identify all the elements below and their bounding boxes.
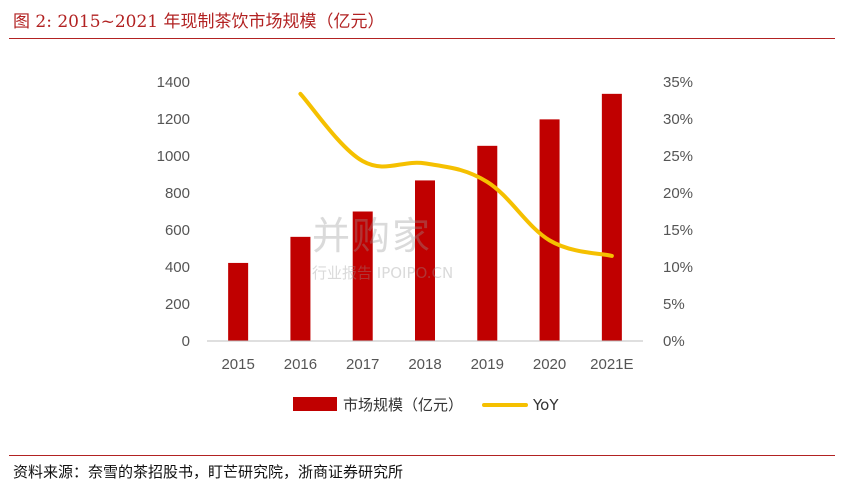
left-tick-label: 200: [165, 296, 190, 313]
left-tick-label: 600: [165, 222, 190, 239]
yoy-line-series: [298, 91, 614, 258]
left-tick-label: 1200: [157, 111, 190, 128]
x-tick-label: 2018: [408, 356, 441, 373]
right-tick-label: 10%: [663, 259, 693, 276]
bar-2016: [290, 236, 311, 341]
bar-2018: [415, 180, 435, 341]
x-tick-label: 2016: [284, 356, 317, 373]
legend-swatch-bar: [293, 397, 337, 411]
left-tick-label: 1000: [157, 148, 190, 165]
right-tick-label: 30%: [663, 111, 693, 128]
title-divider: [9, 38, 835, 39]
right-tick-label: 15%: [663, 222, 693, 239]
left-axis-ticks: 0 200 400 600 800 1000 1200 1400: [157, 74, 190, 350]
left-tick-label: 0: [182, 333, 190, 350]
yoy-line: [298, 91, 614, 258]
bar-2017: [352, 211, 373, 341]
bar-series: [228, 93, 622, 342]
right-tick-label: 0%: [663, 333, 685, 350]
left-tick-label: 800: [165, 185, 190, 202]
bar-2021E: [601, 93, 622, 341]
left-tick-label: 1400: [157, 74, 190, 91]
bar-2019: [477, 145, 498, 341]
x-tick-label: 2019: [471, 356, 504, 373]
x-tick-label: 2021E: [590, 356, 633, 373]
figure-title: 图 2: 2015~2021 年现制茶饮市场规模（亿元）: [13, 12, 385, 32]
legend-label-bar: 市场规模（亿元）: [343, 396, 463, 414]
bar-2020: [539, 119, 560, 342]
legend-label-line: YoY: [532, 396, 559, 414]
x-tick-label: 2015: [221, 356, 254, 373]
right-tick-label: 20%: [663, 185, 693, 202]
figure-source: 资料来源：奈雪的茶招股书，盯芒研究院，浙商证券研究所: [13, 463, 404, 481]
right-tick-label: 5%: [663, 296, 685, 313]
x-axis-ticks: 2015 2016 2017 2018 2019 2020 2021E: [221, 356, 633, 373]
source-divider: [9, 455, 835, 456]
x-tick-label: 2020: [533, 356, 566, 373]
right-axis-ticks: 0% 5% 10% 15% 20% 25% 30% 35%: [663, 74, 693, 350]
right-tick-label: 25%: [663, 148, 693, 165]
x-tick-label: 2017: [346, 356, 379, 373]
bar-2015: [228, 262, 249, 341]
legend: 市场规模（亿元） YoY: [293, 396, 559, 414]
right-tick-label: 35%: [663, 74, 693, 91]
left-tick-label: 400: [165, 259, 190, 276]
